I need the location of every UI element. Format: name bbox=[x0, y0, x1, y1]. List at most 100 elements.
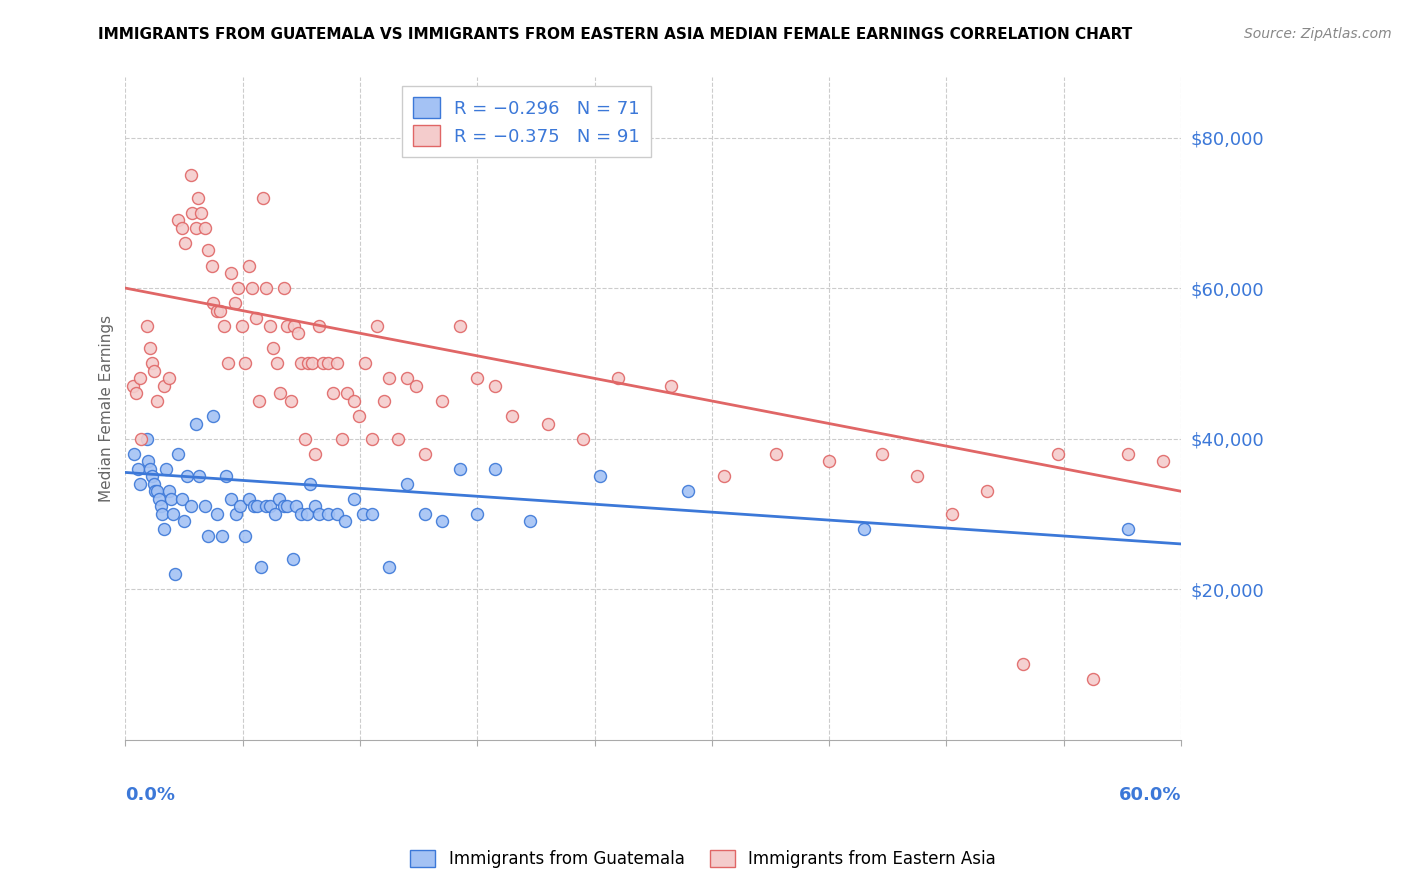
Point bbox=[267, 491, 290, 506]
Point bbox=[299, 476, 322, 491]
Point bbox=[465, 371, 488, 385]
Point bbox=[240, 281, 263, 295]
Point bbox=[141, 356, 163, 370]
Point bbox=[349, 409, 371, 423]
Point bbox=[264, 507, 287, 521]
Point bbox=[194, 221, 217, 235]
Point bbox=[254, 500, 277, 514]
Point bbox=[159, 484, 181, 499]
Point bbox=[125, 386, 148, 401]
Point bbox=[572, 432, 595, 446]
Point bbox=[246, 500, 269, 514]
Point bbox=[152, 507, 174, 521]
Point bbox=[294, 432, 316, 446]
Point bbox=[352, 507, 374, 521]
Point bbox=[148, 491, 170, 506]
Point bbox=[301, 356, 323, 370]
Text: IMMIGRANTS FROM GUATEMALA VS IMMIGRANTS FROM EASTERN ASIA MEDIAN FEMALE EARNINGS: IMMIGRANTS FROM GUATEMALA VS IMMIGRANTS … bbox=[98, 27, 1133, 42]
Point bbox=[304, 500, 326, 514]
Point bbox=[146, 394, 169, 409]
Point bbox=[273, 500, 295, 514]
Point bbox=[297, 356, 319, 370]
Text: 60.0%: 60.0% bbox=[1119, 786, 1181, 804]
Point bbox=[226, 281, 249, 295]
Point bbox=[405, 379, 427, 393]
Point bbox=[184, 221, 207, 235]
Point bbox=[146, 484, 169, 499]
Point bbox=[353, 356, 375, 370]
Point bbox=[678, 484, 700, 499]
Point bbox=[180, 168, 202, 182]
Point bbox=[395, 476, 418, 491]
Point bbox=[308, 318, 330, 333]
Point bbox=[173, 514, 195, 528]
Point bbox=[360, 507, 382, 521]
Point bbox=[430, 514, 453, 528]
Point bbox=[285, 500, 308, 514]
Point bbox=[139, 341, 162, 355]
Point bbox=[215, 469, 238, 483]
Point bbox=[322, 386, 344, 401]
Point bbox=[127, 461, 149, 475]
Point bbox=[413, 507, 436, 521]
Point bbox=[250, 559, 273, 574]
Point bbox=[269, 386, 291, 401]
Point bbox=[316, 507, 339, 521]
Point bbox=[1046, 447, 1069, 461]
Point bbox=[194, 500, 217, 514]
Point bbox=[188, 469, 211, 483]
Point bbox=[262, 341, 284, 355]
Point bbox=[343, 491, 366, 506]
Point bbox=[1081, 673, 1104, 687]
Point bbox=[163, 567, 186, 582]
Point bbox=[141, 469, 163, 483]
Text: Source: ZipAtlas.com: Source: ZipAtlas.com bbox=[1244, 27, 1392, 41]
Point bbox=[202, 296, 225, 310]
Point bbox=[187, 191, 209, 205]
Point bbox=[176, 469, 198, 483]
Point bbox=[280, 394, 302, 409]
Point bbox=[162, 507, 184, 521]
Point bbox=[853, 522, 876, 536]
Point bbox=[290, 356, 312, 370]
Point bbox=[283, 318, 305, 333]
Point bbox=[243, 500, 266, 514]
Point bbox=[167, 447, 190, 461]
Point bbox=[287, 326, 309, 341]
Point bbox=[589, 469, 612, 483]
Point bbox=[259, 318, 281, 333]
Point bbox=[713, 469, 735, 483]
Point bbox=[217, 356, 239, 370]
Point bbox=[295, 507, 318, 521]
Point bbox=[252, 191, 274, 205]
Point bbox=[131, 432, 153, 446]
Point bbox=[135, 432, 157, 446]
Point bbox=[219, 491, 242, 506]
Point bbox=[336, 386, 359, 401]
Point bbox=[211, 529, 233, 543]
Point bbox=[378, 559, 401, 574]
Point bbox=[413, 447, 436, 461]
Point bbox=[266, 356, 288, 370]
Point bbox=[484, 379, 506, 393]
Point bbox=[941, 507, 963, 521]
Point bbox=[325, 507, 347, 521]
Point bbox=[121, 379, 143, 393]
Point bbox=[205, 303, 228, 318]
Point bbox=[225, 507, 247, 521]
Point bbox=[1011, 657, 1033, 672]
Point bbox=[607, 371, 630, 385]
Point bbox=[870, 447, 893, 461]
Point bbox=[1116, 522, 1139, 536]
Point bbox=[308, 507, 330, 521]
Point bbox=[273, 281, 295, 295]
Point bbox=[153, 522, 176, 536]
Point bbox=[197, 244, 219, 258]
Point bbox=[202, 409, 225, 423]
Point bbox=[247, 394, 270, 409]
Point bbox=[818, 454, 841, 468]
Point bbox=[519, 514, 541, 528]
Point bbox=[219, 266, 242, 280]
Point bbox=[201, 259, 224, 273]
Point bbox=[276, 500, 298, 514]
